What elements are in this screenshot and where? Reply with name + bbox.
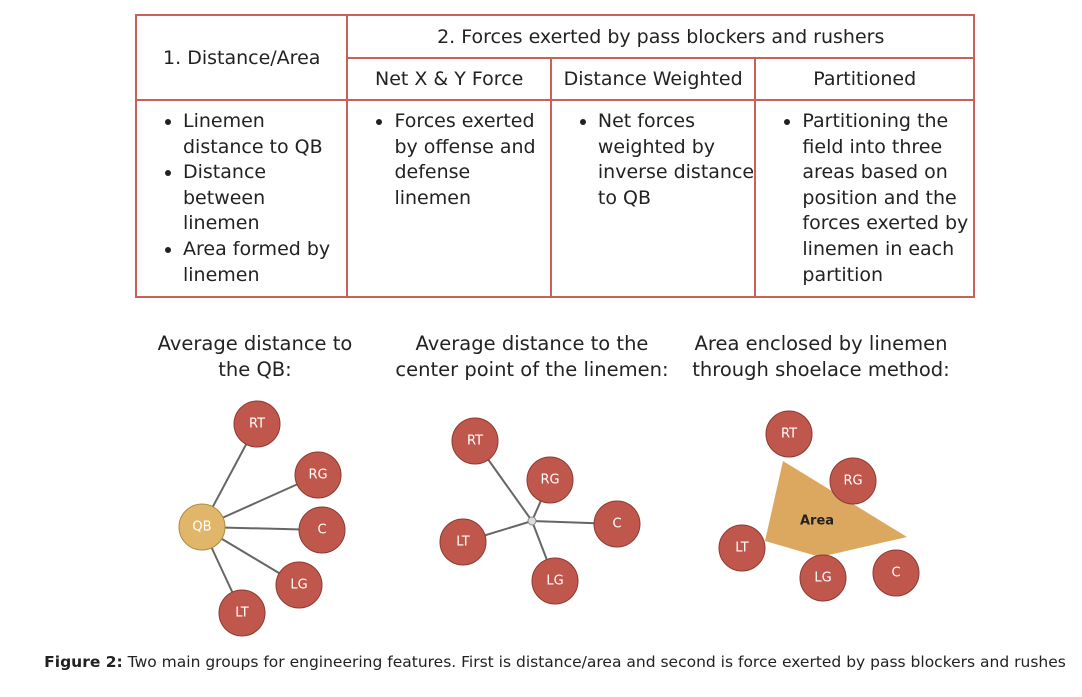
bullet: Linemen distance to QB [183, 109, 346, 160]
body-cell: Net forces weighted by inverse distance … [549, 99, 757, 298]
title-line: the QB: [218, 358, 292, 381]
node-label: LG [814, 571, 831, 586]
node-label: C [317, 523, 326, 538]
node-label: LG [546, 574, 563, 589]
caption-label: Figure 2: [44, 653, 123, 671]
header-cell: 1. Distance/Area [134, 14, 349, 101]
node-label: RG [843, 474, 862, 489]
area-label: Area [800, 514, 834, 529]
title-line: Area enclosed by linemen [694, 332, 948, 355]
body-cell: Forces exerted by offense and defense li… [346, 99, 552, 298]
node-label: RG [540, 473, 559, 488]
body-cell: Partitioning the field into three areas … [754, 99, 975, 298]
bullet: Partitioning the field into three areas … [802, 109, 973, 288]
bullet: Forces exerted by offense and defense li… [394, 109, 549, 211]
title-line: Average distance to [157, 332, 353, 355]
node-label: LT [735, 541, 748, 556]
caption: Figure 2: Two main groups for engineerin… [0, 653, 1082, 671]
subheader-cell: Net X & Y Force [346, 57, 552, 101]
feature-table: 1. Distance/Area 2. Forces exerted by pas… [134, 14, 975, 298]
node-label: C [612, 517, 621, 532]
node-label: RT [467, 434, 483, 449]
header-cell: 2. Forces exerted by pass blockers and r… [346, 14, 975, 59]
subheader-cell: Partitioned [754, 57, 975, 101]
node-label: C [891, 566, 900, 581]
bullet: Area formed by linemen [183, 237, 346, 288]
title-line: center point of the linemen: [395, 358, 669, 381]
node-label: LT [456, 535, 469, 550]
bullet: Net forces weighted by inverse distance … [598, 109, 755, 211]
node-label: QB [192, 520, 211, 535]
diagram-title: Average distance to the QB: [135, 331, 375, 383]
area-polygon [765, 461, 907, 557]
node-label: RT [781, 427, 797, 442]
node-label: RT [249, 417, 265, 432]
node-label: LT [235, 606, 248, 621]
body-cell: Linemen distance to QBDistance between l… [134, 99, 349, 298]
diagram-title: Average distance to the center point of t… [392, 331, 672, 383]
title-line: Average distance to the [415, 332, 649, 355]
subheader-cell: Distance Weighted [549, 57, 757, 101]
title-line: through shoelace method: [692, 358, 950, 381]
diagram-title: Area enclosed by linemen through shoelace… [691, 331, 951, 383]
caption-text: Two main groups for engineering features… [122, 653, 1066, 671]
bullet: Distance between linemen [183, 160, 346, 237]
node-label: LG [290, 578, 307, 593]
node-label: RG [308, 468, 327, 483]
nodes [178, 400, 920, 637]
